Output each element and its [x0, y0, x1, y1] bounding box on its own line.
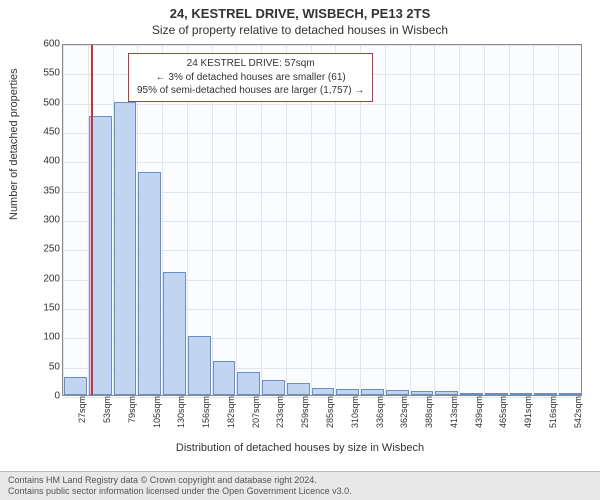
x-tick-label: 310sqm — [350, 396, 360, 436]
histogram-bar — [460, 393, 483, 395]
x-tick-label: 491sqm — [523, 396, 533, 436]
x-tick-label: 53sqm — [102, 396, 112, 436]
gridline-h — [63, 104, 581, 105]
gridline-v — [484, 45, 485, 395]
gridline-v — [410, 45, 411, 395]
x-axis-label: Distribution of detached houses by size … — [0, 442, 600, 454]
y-tick-label: 200 — [30, 273, 60, 284]
property-info-box: 24 KESTREL DRIVE: 57sqm← 3% of detached … — [128, 53, 373, 102]
histogram-bar — [386, 390, 409, 395]
y-tick-label: 250 — [30, 244, 60, 255]
x-tick-label: 27sqm — [77, 396, 87, 436]
y-tick-label: 300 — [30, 215, 60, 226]
chart-plot-area: 24 KESTREL DRIVE: 57sqm← 3% of detached … — [62, 44, 582, 396]
histogram-bar — [262, 380, 285, 395]
gridline-h — [63, 133, 581, 134]
gridline-v — [509, 45, 510, 395]
attribution-footer: Contains HM Land Registry data © Crown c… — [0, 471, 600, 500]
gridline-v — [63, 45, 64, 395]
histogram-bar — [114, 102, 137, 395]
y-tick-label: 450 — [30, 127, 60, 138]
histogram-bar — [213, 361, 236, 395]
x-tick-label: 233sqm — [275, 396, 285, 436]
gridline-h — [63, 45, 581, 46]
y-axis-label: Number of detached properties — [8, 68, 20, 220]
y-tick-label: 600 — [30, 39, 60, 50]
x-tick-label: 79sqm — [127, 396, 137, 436]
x-tick-label: 259sqm — [300, 396, 310, 436]
x-tick-label: 336sqm — [375, 396, 385, 436]
y-tick-label: 100 — [30, 332, 60, 343]
x-tick-label: 388sqm — [424, 396, 434, 436]
footer-line-2: Contains public sector information licen… — [8, 486, 592, 497]
x-tick-label: 362sqm — [399, 396, 409, 436]
histogram-bar — [485, 393, 508, 395]
y-tick-label: 150 — [30, 303, 60, 314]
x-tick-label: 413sqm — [449, 396, 459, 436]
gridline-v — [434, 45, 435, 395]
chart-title-main: 24, KESTREL DRIVE, WISBECH, PE13 2TS — [0, 0, 600, 21]
y-tick-label: 0 — [30, 391, 60, 402]
histogram-bar — [411, 391, 434, 395]
x-tick-label: 285sqm — [325, 396, 335, 436]
info-line: 95% of semi-detached houses are larger (… — [137, 84, 364, 98]
y-tick-label: 400 — [30, 156, 60, 167]
chart-title-sub: Size of property relative to detached ho… — [0, 21, 600, 41]
histogram-bar — [64, 377, 87, 395]
x-tick-label: 516sqm — [548, 396, 558, 436]
gridline-v — [385, 45, 386, 395]
y-tick-label: 550 — [30, 68, 60, 79]
histogram-bar — [312, 388, 335, 395]
histogram-bar — [237, 372, 260, 395]
histogram-bar — [188, 336, 211, 395]
footer-line-1: Contains HM Land Registry data © Crown c… — [8, 475, 592, 486]
histogram-bar — [287, 383, 310, 395]
property-marker-line — [91, 45, 93, 395]
y-tick-label: 350 — [30, 185, 60, 196]
x-tick-label: 156sqm — [201, 396, 211, 436]
info-line: ← 3% of detached houses are smaller (61) — [137, 71, 364, 85]
x-tick-label: 542sqm — [573, 396, 583, 436]
x-tick-label: 130sqm — [176, 396, 186, 436]
x-tick-label: 439sqm — [474, 396, 484, 436]
histogram-bar — [336, 389, 359, 395]
info-line: 24 KESTREL DRIVE: 57sqm — [137, 57, 364, 71]
histogram-bar — [435, 391, 458, 395]
histogram-bar — [361, 389, 384, 395]
x-tick-label: 182sqm — [226, 396, 236, 436]
gridline-v — [533, 45, 534, 395]
y-tick-label: 50 — [30, 361, 60, 372]
histogram-bar — [534, 393, 557, 395]
x-tick-label: 465sqm — [498, 396, 508, 436]
gridline-v — [558, 45, 559, 395]
y-tick-label: 500 — [30, 97, 60, 108]
gridline-h — [63, 162, 581, 163]
histogram-bar — [163, 272, 186, 395]
histogram-bar — [138, 172, 161, 395]
histogram-bar — [559, 393, 582, 395]
gridline-v — [459, 45, 460, 395]
histogram-bar — [510, 393, 533, 395]
x-tick-label: 105sqm — [152, 396, 162, 436]
x-tick-label: 207sqm — [251, 396, 261, 436]
